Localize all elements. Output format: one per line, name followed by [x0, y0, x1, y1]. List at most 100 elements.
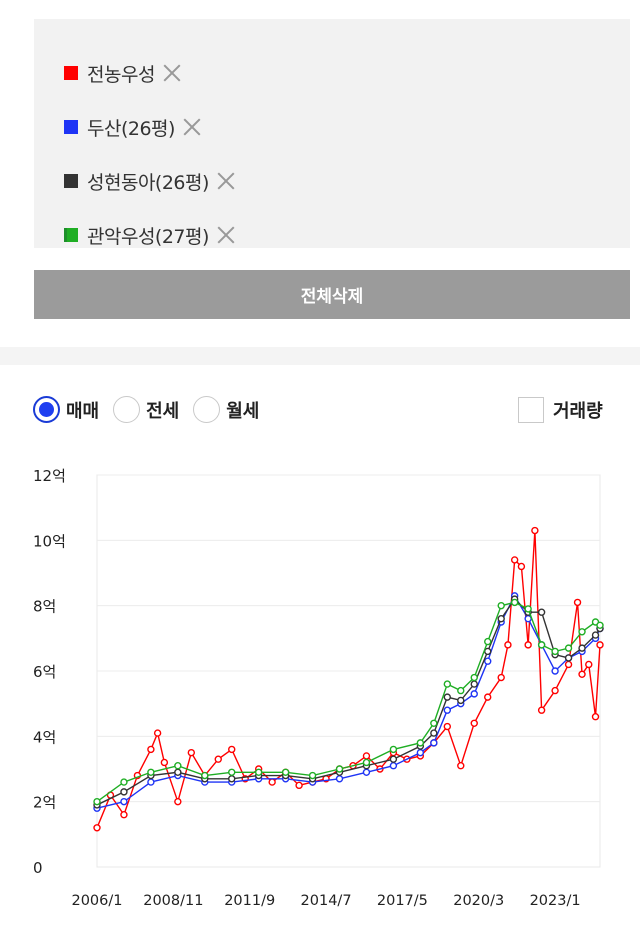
close-icon[interactable]: [215, 224, 237, 246]
data-point: [551, 647, 559, 656]
data-point: [564, 644, 573, 652]
data-point: [578, 628, 586, 636]
volume-checkbox[interactable]: 거래량: [518, 397, 603, 423]
data-point: [120, 797, 128, 806]
data-point: [153, 729, 162, 737]
y-tick-label: 8억: [33, 598, 56, 616]
y-tick-label: 10억: [33, 532, 66, 550]
data-point: [457, 762, 465, 770]
data-point: [497, 673, 505, 682]
data-point: [147, 745, 155, 754]
data-point: [596, 621, 604, 629]
x-tick-label: 2008/11: [143, 893, 203, 909]
legend-label: 전농우성: [87, 63, 155, 86]
radio-label: 전세: [146, 400, 180, 422]
x-tick-label: 2014/7: [301, 893, 352, 909]
data-point: [531, 526, 539, 535]
data-point: [389, 755, 398, 763]
data-point: [93, 797, 101, 806]
data-point: [591, 713, 600, 721]
checkbox-icon[interactable]: [518, 397, 544, 423]
close-icon[interactable]: [161, 62, 183, 84]
data-point: [470, 673, 478, 682]
data-point: [120, 811, 128, 819]
data-point: [174, 762, 182, 770]
data-point: [268, 778, 276, 786]
x-tick-label: 2023/1: [530, 893, 581, 909]
volume-label: 거래량: [553, 401, 603, 422]
data-point: [457, 696, 465, 705]
data-point: [187, 748, 196, 757]
radio-selected-icon[interactable]: [33, 396, 60, 423]
x-tick-label: 2020/3: [453, 893, 504, 909]
data-point: [174, 797, 182, 806]
close-icon[interactable]: [181, 116, 203, 138]
legend-item: 전농우성: [64, 59, 183, 87]
data-point: [228, 775, 236, 783]
data-point: [524, 605, 532, 613]
data-point: [457, 686, 465, 695]
data-point: [524, 615, 532, 623]
legend-label: 두산(26평): [87, 117, 175, 140]
data-point: [524, 641, 532, 649]
data-point: [308, 771, 317, 780]
radio-unselected-icon[interactable]: [113, 396, 141, 423]
y-tick-label: 4억: [33, 728, 56, 746]
data-point: [430, 729, 438, 737]
data-point: [362, 768, 371, 776]
data-point: [504, 641, 512, 649]
data-point: [497, 615, 505, 623]
data-point: [484, 647, 492, 656]
legend-item: 관악우성(27평): [64, 221, 237, 249]
data-point: [389, 745, 398, 754]
data-point: [470, 719, 478, 727]
delete-all-button[interactable]: 전체삭제: [34, 270, 630, 319]
selected-complex-legend: 전농우성 두산(26평) 성현동아(26평) 관악우성(27평): [34, 19, 630, 248]
legend-item: 성현동아(26평): [64, 167, 237, 195]
y-tick-label: 0: [33, 859, 43, 877]
section-divider: [0, 347, 640, 365]
data-point: [510, 598, 519, 607]
y-tick-label: 12억: [33, 467, 66, 485]
radio-label: 매매: [66, 400, 100, 422]
price-line-chart: 0 2억 4억 6억 8억 10억 12억 2006/1 2008/11 2011/9 2014/7…: [33, 467, 604, 909]
legend-label: 성현동아(26평): [87, 171, 209, 194]
data-point: [254, 768, 263, 776]
data-point: [573, 598, 582, 607]
x-tick-label: 2011/9: [224, 893, 275, 909]
data-point: [430, 719, 438, 727]
data-point: [537, 608, 546, 616]
data-point: [537, 641, 546, 649]
data-point: [484, 637, 492, 646]
data-point: [551, 667, 559, 675]
data-point: [228, 768, 236, 776]
x-tick-label: 2017/5: [377, 893, 428, 909]
legend-label: 관악우성(27평): [87, 225, 209, 248]
data-point: [578, 670, 586, 678]
data-point: [564, 654, 573, 662]
data-point: [585, 660, 593, 669]
data-point: [470, 680, 478, 688]
radio-label: 월세: [226, 400, 260, 422]
data-point: [295, 781, 303, 790]
x-tick-label: 2006/1: [71, 893, 122, 909]
data-point: [160, 758, 169, 767]
data-point: [201, 771, 209, 780]
legend-swatch: [64, 120, 78, 134]
data-point: [484, 657, 492, 665]
data-point: [147, 768, 155, 776]
data-point: [214, 755, 222, 763]
radio-trade-monthly[interactable]: 월세: [193, 396, 259, 423]
radio-unselected-icon[interactable]: [193, 396, 221, 423]
legend-item: 두산(26평): [64, 113, 203, 141]
close-icon[interactable]: [215, 170, 237, 192]
data-point: [443, 706, 452, 714]
data-point: [470, 690, 478, 698]
radio-trade-jeonse[interactable]: 전세: [113, 396, 179, 423]
series-line: [96, 601, 601, 803]
data-point: [147, 778, 155, 786]
data-point: [228, 745, 236, 754]
data-point: [416, 739, 425, 747]
radio-trade-sale[interactable]: 매매: [33, 396, 99, 423]
data-point: [443, 722, 452, 731]
